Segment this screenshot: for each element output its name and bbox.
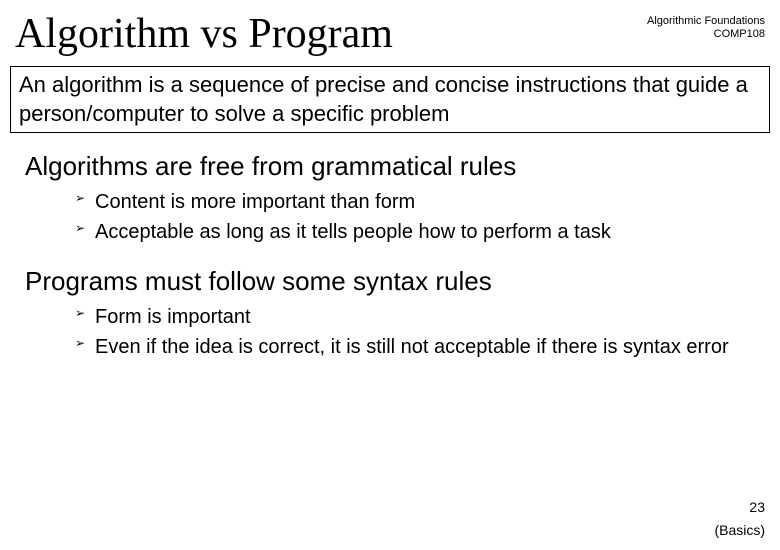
- list-item: Form is important: [75, 303, 780, 331]
- section-heading-2: Programs must follow some syntax rules: [25, 266, 780, 297]
- footer-label: (Basics): [714, 522, 765, 538]
- course-name: Algorithmic Foundations: [647, 15, 765, 28]
- definition-box: An algorithm is a sequence of precise an…: [10, 66, 770, 133]
- slide-number: 23: [749, 499, 765, 515]
- course-header: Algorithmic Foundations COMP108: [647, 15, 765, 41]
- list-item: Acceptable as long as it tells people ho…: [75, 218, 780, 246]
- bullet-list-2: Form is important Even if the idea is co…: [75, 303, 780, 361]
- section-heading-1: Algorithms are free from grammatical rul…: [25, 151, 780, 182]
- bullet-list-1: Content is more important than form Acce…: [75, 188, 780, 246]
- course-code: COMP108: [647, 28, 765, 41]
- list-item: Content is more important than form: [75, 188, 780, 216]
- list-item: Even if the idea is correct, it is still…: [75, 333, 780, 361]
